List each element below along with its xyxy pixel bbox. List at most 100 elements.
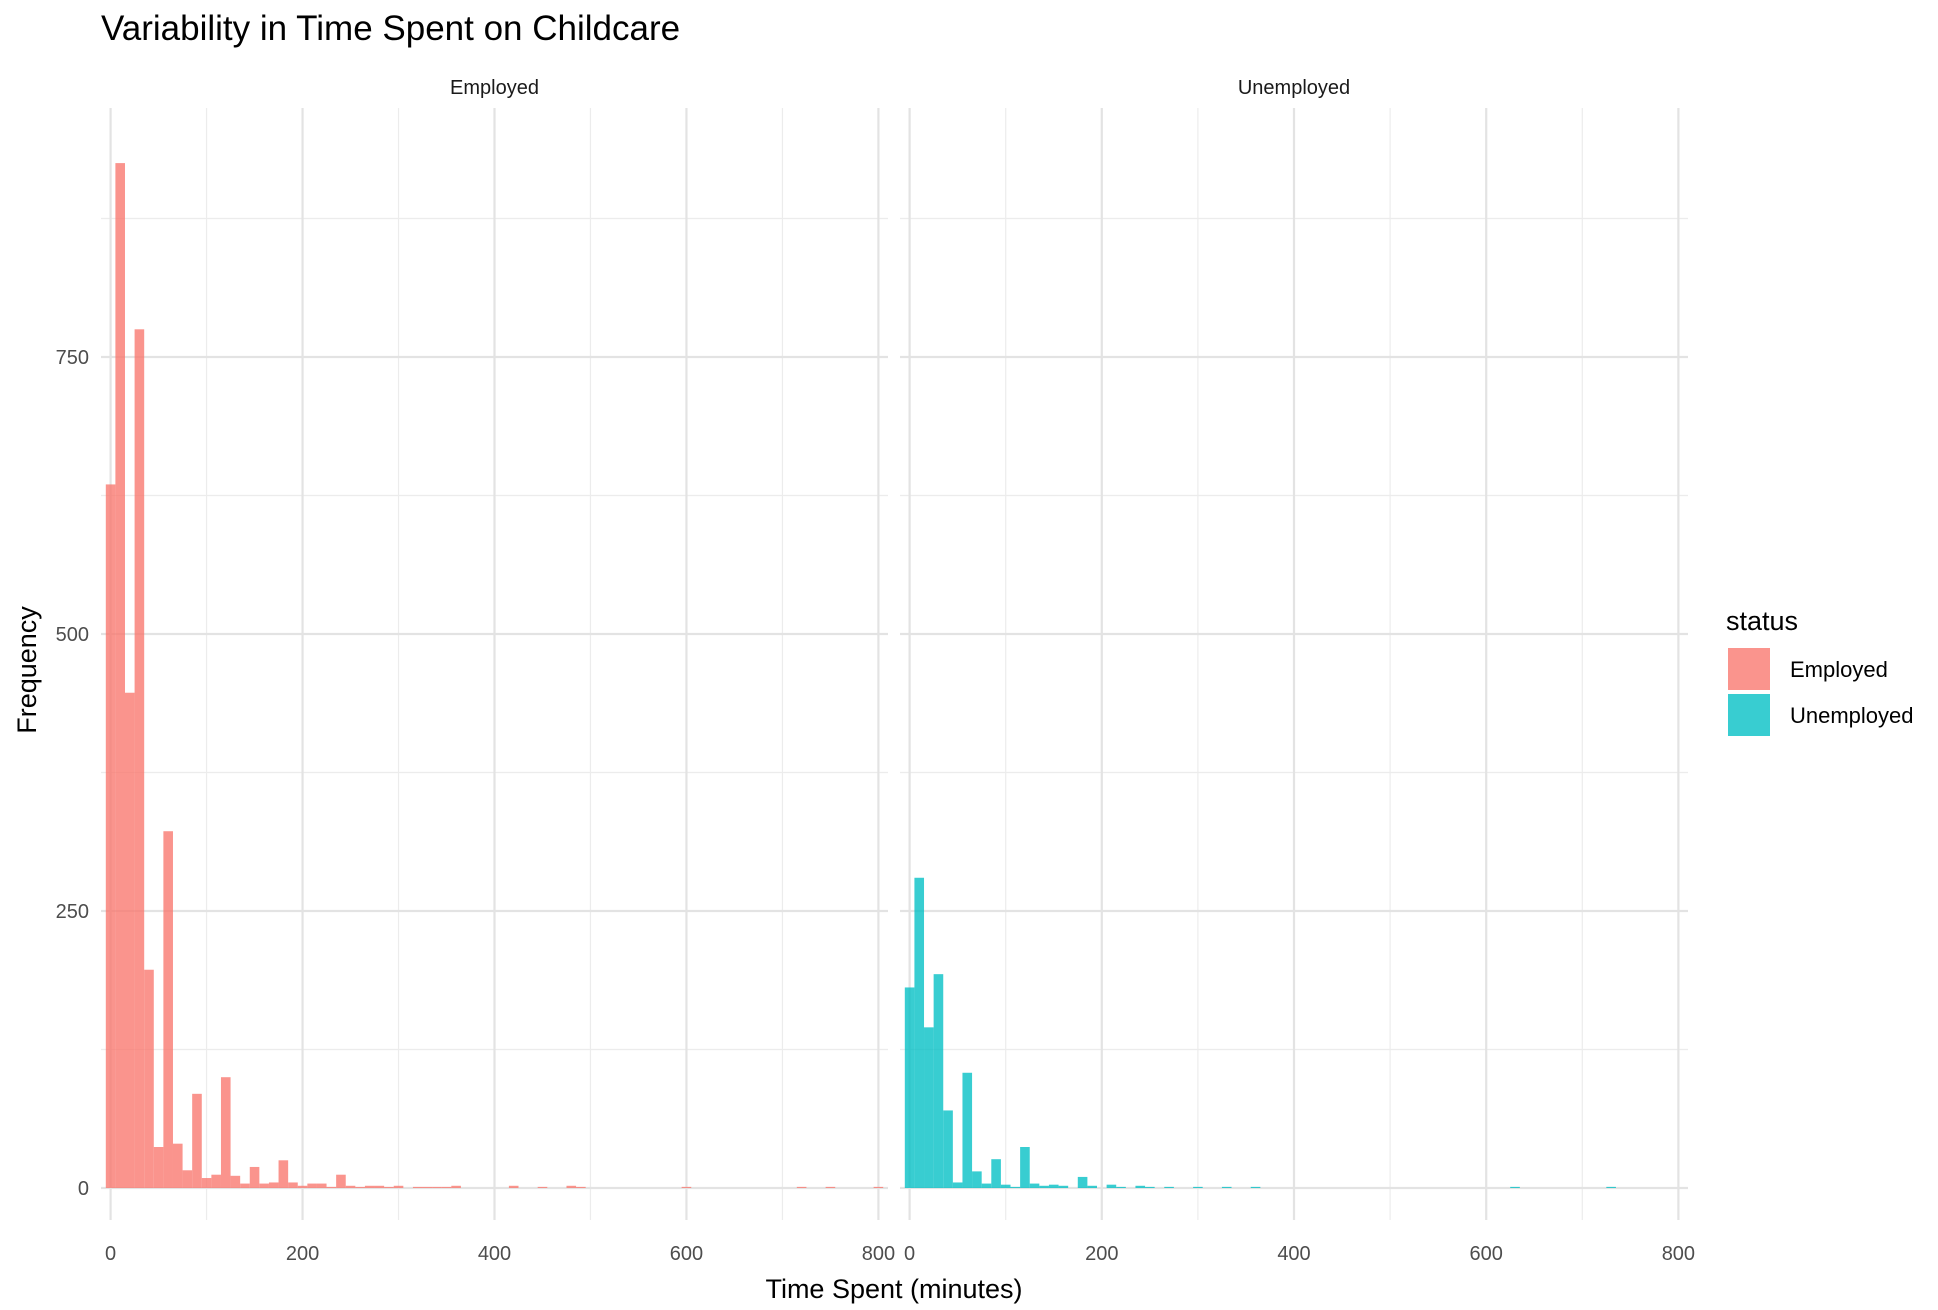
- histogram-bar: [124, 692, 135, 1188]
- histogram-bar: [972, 1171, 982, 1188]
- histogram-bar: [374, 1185, 385, 1188]
- facet-strip-label: Unemployed: [1238, 77, 1350, 99]
- histogram-bar: [384, 1186, 394, 1188]
- histogram-bar: [144, 969, 154, 1188]
- histogram-bar: [355, 1186, 365, 1188]
- histogram-bar: [268, 1182, 279, 1188]
- histogram-bar: [566, 1185, 577, 1188]
- histogram-bar: [422, 1186, 433, 1188]
- y-tick-label: 750: [56, 347, 89, 369]
- histogram-bar: [451, 1185, 461, 1188]
- histogram-bar: [1020, 1147, 1030, 1188]
- histogram-bar: [962, 1072, 973, 1188]
- histogram-bar: [1221, 1186, 1232, 1188]
- histogram-bar: [240, 1183, 250, 1188]
- histogram-bar: [1010, 1186, 1021, 1188]
- x-tick-label: 600: [670, 1243, 703, 1265]
- histogram-bar: [1087, 1185, 1097, 1188]
- facet-strip-label: Employed: [450, 77, 539, 99]
- histogram-bar: [211, 1174, 221, 1188]
- histogram-bar: [105, 484, 116, 1188]
- histogram-bar: [576, 1186, 586, 1188]
- histogram-bar: [307, 1183, 317, 1188]
- histogram-bar: [1250, 1186, 1261, 1188]
- panels-layer: Employed 0 200 400 600 800 Unemployed 0 200 400 60…: [56, 77, 1695, 1265]
- histogram-bar: [991, 1159, 1001, 1188]
- histogram-bar: [508, 1185, 519, 1188]
- histogram-bar: [933, 974, 944, 1188]
- histogram-bar: [952, 1182, 963, 1188]
- histogram-bar: [182, 1170, 193, 1188]
- histogram-bar: [278, 1160, 289, 1188]
- legend-label-employed: Employed: [1790, 657, 1888, 682]
- histogram-bar: [1164, 1186, 1174, 1188]
- panel-unemployed: Unemployed 0 200 400 600 800: [900, 77, 1695, 1265]
- histogram-bar: [259, 1183, 269, 1188]
- histogram-bar: [115, 163, 125, 1189]
- legend-key-employed: [1728, 648, 1770, 690]
- y-axis-title: Frequency: [12, 606, 42, 734]
- histogram-bar: [1510, 1186, 1520, 1188]
- histogram-bar: [432, 1186, 442, 1188]
- y-tick-label: 250: [56, 901, 89, 923]
- histogram-bar: [1606, 1186, 1616, 1188]
- histogram-bar: [873, 1186, 884, 1188]
- histogram-bar: [134, 329, 145, 1188]
- histogram-bar: [288, 1182, 298, 1188]
- histogram-bar: [1048, 1184, 1059, 1188]
- x-axis-title: Time Spent (minutes): [765, 1274, 1022, 1304]
- histogram-bar: [153, 1147, 164, 1188]
- x-tick-label: 800: [862, 1243, 895, 1265]
- histogram-bar: [1039, 1185, 1049, 1188]
- legend-key-unemployed: [1728, 694, 1770, 736]
- histogram-bar: [364, 1185, 375, 1188]
- x-tick-label: 600: [1470, 1243, 1503, 1265]
- x-tick-label: 0: [904, 1243, 915, 1265]
- histogram-bar: [1077, 1176, 1088, 1188]
- x-tick-label: 0: [105, 1243, 116, 1265]
- histogram-bar: [326, 1186, 337, 1188]
- x-tick-label: 200: [286, 1243, 319, 1265]
- y-tick-label: 0: [78, 1178, 89, 1200]
- histogram-bar: [904, 987, 915, 1188]
- histogram-bar: [220, 1077, 231, 1188]
- histogram-bar: [297, 1185, 308, 1188]
- histogram-bar: [681, 1186, 692, 1188]
- legend: status Employed Unemployed: [1726, 606, 1914, 736]
- histogram-bar: [1058, 1185, 1069, 1188]
- histogram-bar: [249, 1166, 260, 1188]
- y-tick-label: 500: [56, 624, 89, 646]
- histogram-bar: [914, 877, 925, 1188]
- histogram-bar: [163, 831, 173, 1188]
- histogram-bar: [1000, 1184, 1011, 1188]
- histogram-bar: [943, 1110, 953, 1188]
- legend-label-unemployed: Unemployed: [1790, 703, 1914, 728]
- x-tick-label: 400: [1277, 1243, 1310, 1265]
- histogram-bar: [345, 1185, 356, 1188]
- histogram-bar: [825, 1186, 836, 1188]
- histogram-bar: [201, 1178, 212, 1188]
- histogram-bar: [412, 1186, 423, 1188]
- panel-employed: Employed 0 200 400 600 800: [101, 77, 895, 1265]
- legend-entries: Employed Unemployed: [1728, 648, 1914, 736]
- x-tick-label: 400: [478, 1243, 511, 1265]
- histogram-bar: [192, 1093, 202, 1188]
- legend-title: status: [1726, 606, 1798, 636]
- histogram-bar: [316, 1183, 327, 1188]
- histogram-bar: [1193, 1186, 1203, 1188]
- histogram-bar: [1106, 1184, 1117, 1188]
- histogram-bar: [1145, 1186, 1155, 1188]
- histogram-bar: [1029, 1183, 1040, 1188]
- x-tick-label: 200: [1085, 1243, 1118, 1265]
- histogram-bar: [230, 1175, 241, 1188]
- histogram-bar: [537, 1186, 548, 1188]
- histogram-bar: [393, 1185, 404, 1188]
- x-tick-label: 800: [1662, 1243, 1695, 1265]
- histogram-bar: [336, 1174, 346, 1188]
- histogram-bar: [924, 1027, 934, 1188]
- histogram-bar: [441, 1186, 452, 1188]
- histogram-bar: [981, 1183, 992, 1188]
- histogram-bar: [172, 1143, 183, 1188]
- histogram-bar: [1116, 1186, 1126, 1188]
